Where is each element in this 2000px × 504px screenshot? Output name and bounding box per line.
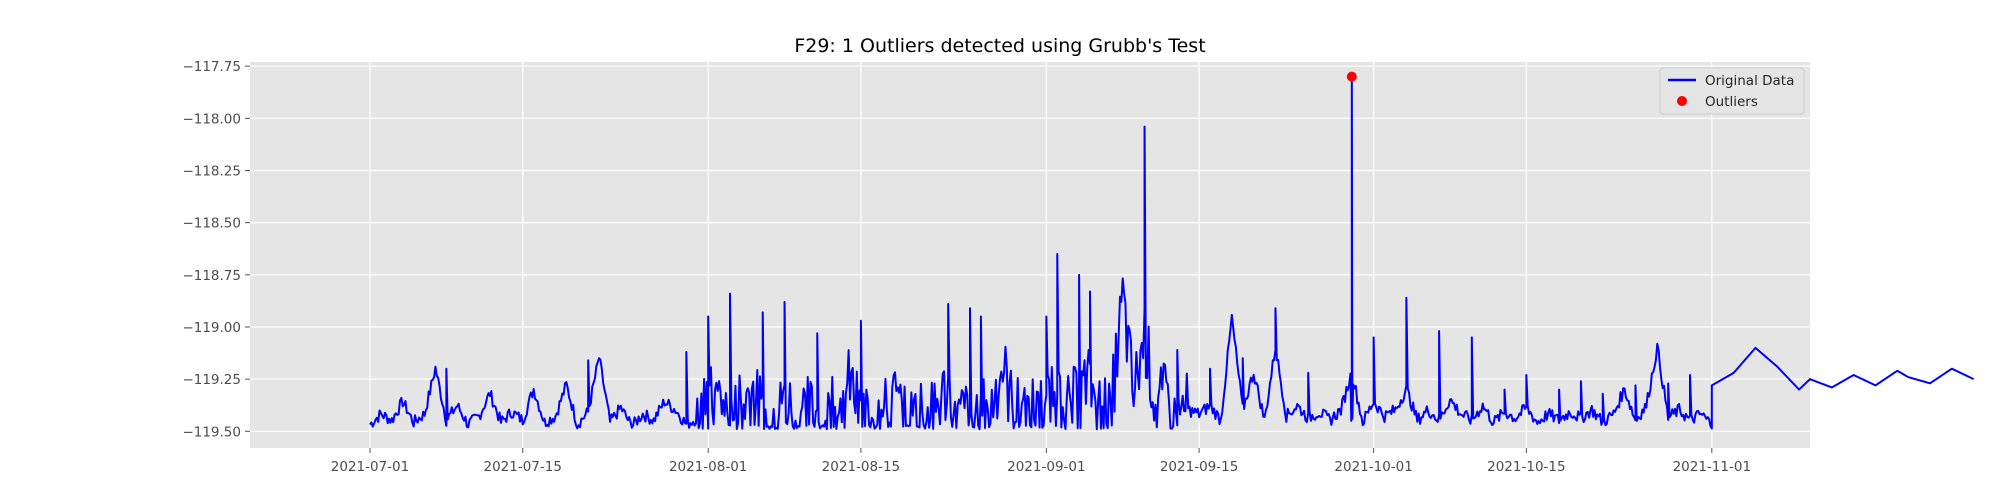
legend-dot-marker [1677,96,1687,106]
y-tick-label: −119.00 [182,320,241,336]
grid-lines [250,62,1810,448]
x-tick-label: 2021-10-01 [1334,459,1412,475]
plot-area [250,62,1810,448]
y-tick-label: −118.75 [182,268,241,284]
legend-label-original-data: Original Data [1705,73,1794,89]
x-tick-label: 2021-11-01 [1673,459,1751,475]
legend: Original Data Outliers [1659,67,1805,115]
outlier-point [1346,71,1357,82]
y-tick-label: −118.25 [182,163,241,179]
y-axis-ticks: −119.50 −119.25 −119.00 −118.75 −118.50 −118.… [182,59,250,440]
legend-label-outliers: Outliers [1705,94,1758,110]
y-tick-label: −119.25 [182,372,241,388]
x-tick-label: 2021-07-15 [483,459,561,475]
y-tick-label: −118.00 [182,111,241,127]
series-line-original-data [369,75,1975,431]
x-tick-label: 2021-09-01 [1007,459,1085,475]
x-tick-label: 2021-07-01 [331,459,409,475]
y-tick-label: −119.50 [182,424,241,440]
series-layer [369,71,1975,431]
x-tick-label: 2021-08-15 [822,459,900,475]
x-tick-label: 2021-09-15 [1160,459,1238,475]
x-axis-ticks: 2021-07-01 2021-07-15 2021-08-01 2021-08-15… [331,448,1751,475]
chart-title: F29: 1 Outliers detected using Grubb's T… [794,35,1205,57]
x-tick-label: 2021-08-01 [669,459,747,475]
y-tick-label: −118.50 [182,216,241,232]
x-tick-label: 2021-10-15 [1487,459,1565,475]
y-tick-label: −117.75 [182,59,241,75]
